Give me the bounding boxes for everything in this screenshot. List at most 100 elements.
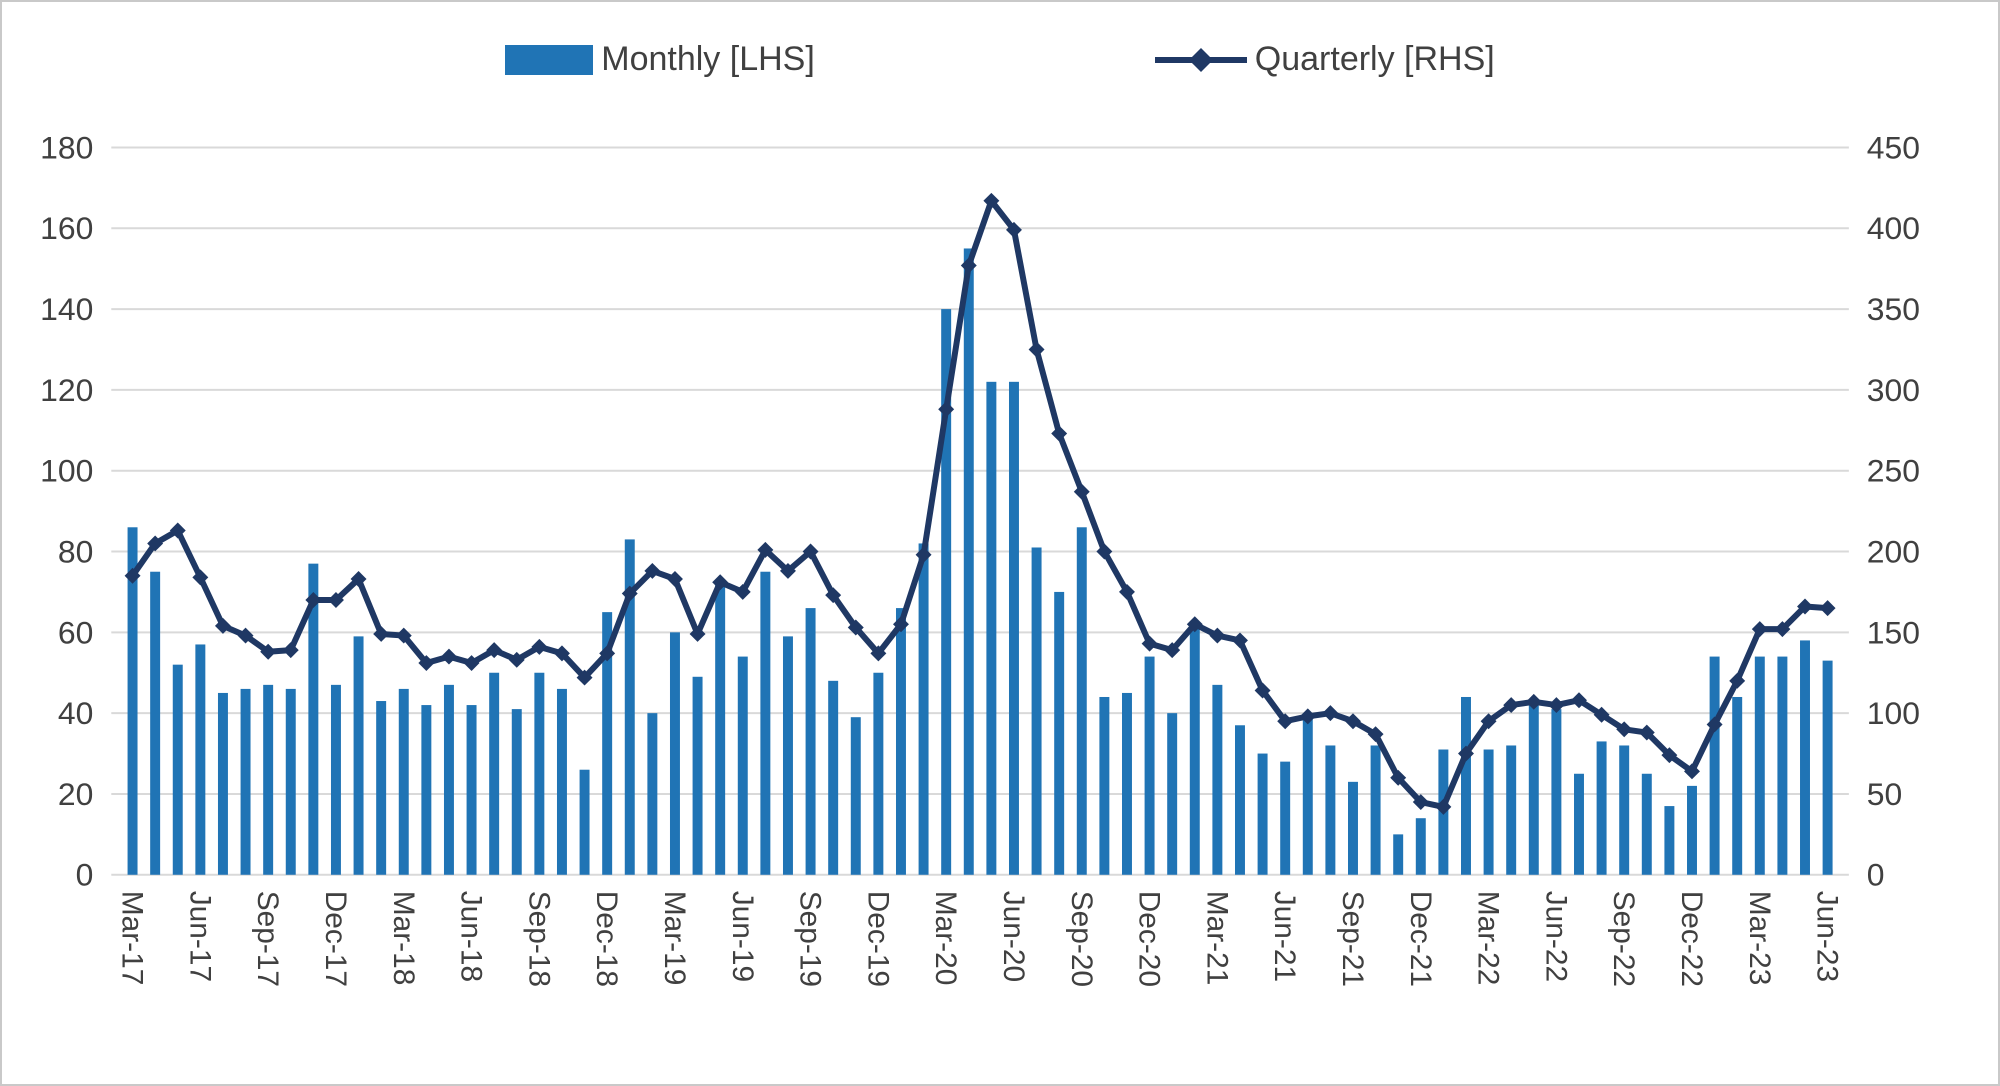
bar (1777, 656, 1788, 875)
x-axis-tick-label: Mar-19 (658, 891, 691, 986)
bar (1664, 806, 1675, 875)
diamond-marker-icon (1661, 747, 1678, 764)
bar (828, 680, 839, 875)
bar (1031, 547, 1042, 875)
left-axis-tick-label: 180 (40, 129, 93, 165)
bar (1732, 696, 1743, 875)
bar (195, 644, 206, 875)
bar (963, 248, 974, 875)
diamond-marker-icon (192, 569, 209, 586)
left-axis-tick-label: 0 (76, 857, 94, 893)
diamond-marker-icon (463, 655, 480, 672)
bar (1348, 781, 1358, 875)
bar (1506, 745, 1517, 875)
quarterly-line-path (129, 197, 1831, 810)
bar (1054, 591, 1065, 875)
bar (782, 636, 793, 875)
bar (1257, 753, 1268, 875)
diamond-marker-icon (553, 645, 570, 662)
x-axis-tick-label: Jun-18 (455, 891, 488, 982)
x-axis-tick-label: Dec-22 (1675, 891, 1708, 987)
x-axis-tick-label: Jun-21 (1268, 891, 1301, 982)
diamond-marker-icon (734, 583, 751, 600)
diamond-marker-icon (712, 574, 729, 591)
right-axis-tick-label: 150 (1867, 614, 1920, 650)
bar (760, 571, 771, 875)
diamond-marker-icon (1458, 745, 1474, 762)
diamond-marker-icon (689, 625, 706, 642)
bar (1121, 692, 1132, 875)
diamond-marker-icon (305, 592, 322, 608)
bar (895, 608, 906, 875)
bar (1800, 640, 1810, 875)
right-axis-labels: 450 400 350 300 250 200 150 100 50 0 (1867, 129, 1920, 892)
diamond-marker-icon (666, 571, 683, 587)
diamond-marker-icon (1299, 708, 1316, 725)
bar (489, 672, 500, 875)
bar (285, 688, 296, 875)
x-axis-labels: Mar-17 Jun-17 Sep-17 Dec-17 Mar-18 Jun-18 Sep-… (116, 891, 1844, 987)
diamond-marker-icon (1480, 713, 1497, 730)
bar (1754, 656, 1765, 875)
diamond-marker-icon (1797, 598, 1813, 615)
bar (1234, 725, 1245, 875)
right-axis-tick-label: 0 (1867, 857, 1885, 893)
x-axis-tick-label: Dec-19 (861, 891, 894, 987)
x-axis-tick-label: Dec-18 (590, 891, 623, 987)
diamond-marker-icon (1232, 632, 1248, 649)
bar (1461, 696, 1471, 875)
diamond-marker-icon (621, 585, 638, 602)
bar (1822, 660, 1833, 875)
bar (466, 705, 477, 875)
bar (217, 692, 228, 875)
x-axis-tick-label: Jun-23 (1811, 891, 1844, 982)
left-axis-tick-label: 140 (40, 291, 93, 327)
x-axis-tick-label: Sep-19 (794, 891, 827, 987)
x-axis-tick-label: Sep-21 (1336, 891, 1369, 987)
bar (1551, 709, 1562, 875)
x-axis-tick-label: Jun-17 (183, 891, 216, 982)
bar (1099, 696, 1110, 875)
bar (1574, 773, 1584, 875)
bar (308, 563, 319, 875)
bar (127, 527, 138, 875)
diamond-marker-icon (1028, 341, 1045, 358)
bar (873, 672, 884, 875)
bar (556, 688, 567, 875)
x-axis-tick-label: Mar-18 (387, 891, 420, 986)
bar (1325, 745, 1336, 875)
bar (511, 709, 522, 875)
right-axis-tick-label: 350 (1867, 291, 1920, 327)
right-axis-tick-label: 100 (1867, 695, 1920, 731)
x-axis-tick-label: Dec-21 (1404, 891, 1437, 987)
bar (1302, 713, 1313, 875)
diamond-marker-icon (960, 257, 977, 274)
bar (1212, 684, 1223, 875)
bar (534, 672, 545, 875)
diamond-marker-icon (282, 642, 299, 659)
bar (669, 632, 680, 875)
diamond-marker-icon (1729, 672, 1746, 689)
bar (1393, 834, 1404, 875)
bar (421, 705, 432, 875)
diamond-marker-icon (779, 562, 796, 579)
bar (398, 688, 409, 875)
x-axis-tick-label: Mar-22 (1472, 891, 1505, 986)
diamond-marker-icon (915, 546, 932, 563)
right-axis-tick-label: 450 (1867, 129, 1920, 165)
diamond-marker-icon (373, 625, 390, 642)
bar (737, 656, 748, 875)
diamond-marker-icon (757, 541, 774, 558)
bar (602, 612, 613, 875)
bar (1709, 656, 1720, 875)
diamond-marker-icon (576, 669, 593, 686)
bar (579, 769, 590, 875)
x-axis-tick-label: Dec-17 (319, 891, 352, 987)
diamond-marker-icon (1119, 583, 1135, 600)
diamond-marker-icon (644, 562, 661, 579)
left-axis-tick-label: 20 (58, 776, 93, 812)
bar (715, 583, 726, 875)
bar (850, 717, 861, 875)
